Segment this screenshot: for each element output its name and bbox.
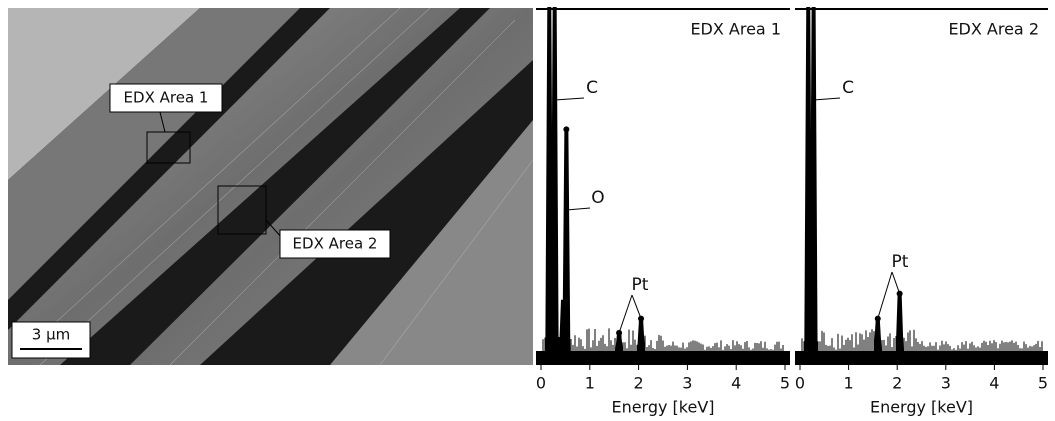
baseline-strip bbox=[795, 351, 1048, 365]
leader bbox=[159, 111, 166, 133]
area-box bbox=[217, 185, 267, 235]
leader bbox=[813, 97, 841, 101]
panel-title: EDX Area 1 bbox=[690, 20, 781, 39]
x-tick-label: 2 bbox=[892, 374, 902, 393]
peak-dot bbox=[896, 290, 903, 297]
area-box bbox=[146, 131, 191, 164]
leader bbox=[554, 97, 585, 101]
plot-area bbox=[536, 8, 790, 365]
peak bbox=[545, 7, 554, 354]
peak-label: Pt bbox=[892, 252, 909, 272]
peak bbox=[895, 292, 904, 354]
peak-dot bbox=[874, 315, 881, 322]
leader bbox=[566, 207, 591, 211]
x-axis-label: Energy [keV] bbox=[870, 398, 973, 417]
leader bbox=[891, 271, 901, 294]
label-box bbox=[109, 83, 223, 113]
peak-dot bbox=[563, 126, 570, 133]
peak bbox=[873, 317, 882, 354]
x-tick-label: 5 bbox=[1038, 374, 1048, 393]
peak-label: Pt bbox=[632, 275, 649, 295]
peak bbox=[804, 7, 813, 354]
x-tick-label: 4 bbox=[731, 374, 741, 393]
baseline-strip bbox=[536, 351, 790, 365]
x-tick-label: 1 bbox=[844, 374, 854, 393]
scale-label: 3 µm bbox=[32, 326, 70, 344]
x-tick-label: 2 bbox=[634, 374, 644, 393]
x-tick-label: 0 bbox=[795, 374, 805, 393]
x-tick-label: 3 bbox=[941, 374, 951, 393]
label-box bbox=[279, 229, 391, 259]
peak-label: C bbox=[586, 78, 598, 98]
x-axis-label: Energy [keV] bbox=[611, 398, 714, 417]
leader bbox=[265, 219, 283, 239]
peak bbox=[614, 331, 624, 354]
peak bbox=[809, 7, 818, 354]
area-label: EDX Area 1 bbox=[124, 89, 209, 107]
x-tick-label: 1 bbox=[585, 374, 595, 393]
peak-label: O bbox=[591, 188, 604, 208]
panel-title: EDX Area 2 bbox=[948, 20, 1039, 39]
peak bbox=[562, 128, 571, 354]
leader bbox=[618, 294, 633, 334]
leader bbox=[877, 271, 893, 319]
peak-dot bbox=[638, 315, 645, 322]
sem-image bbox=[8, 8, 533, 365]
peak-label: C bbox=[842, 78, 854, 98]
leader bbox=[631, 294, 642, 319]
x-tick-label: 5 bbox=[780, 374, 790, 393]
area-label: EDX Area 2 bbox=[293, 235, 378, 253]
x-tick-label: 4 bbox=[989, 374, 999, 393]
peak bbox=[636, 317, 646, 354]
x-tick-label: 0 bbox=[536, 374, 546, 393]
scale-box bbox=[11, 321, 91, 359]
x-tick-label: 3 bbox=[682, 374, 692, 393]
peak-dot bbox=[616, 329, 623, 336]
peak bbox=[550, 7, 559, 354]
plot-area bbox=[795, 8, 1048, 365]
